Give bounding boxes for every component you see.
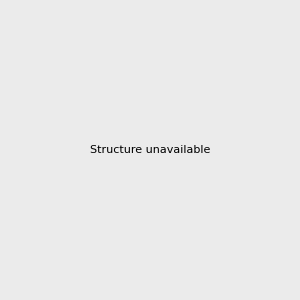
Text: Structure unavailable: Structure unavailable xyxy=(90,145,210,155)
